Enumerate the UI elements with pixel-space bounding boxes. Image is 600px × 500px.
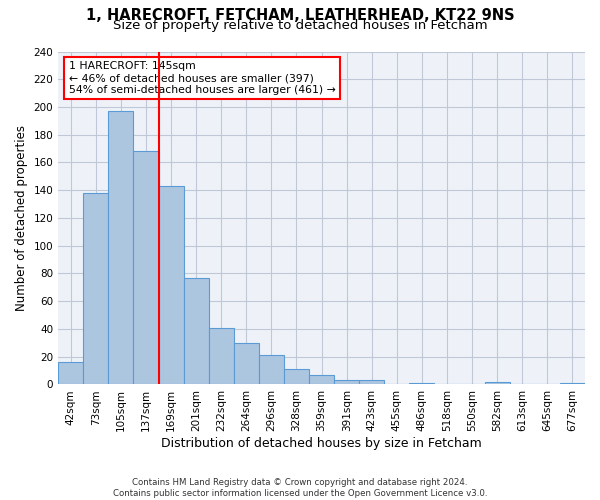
- Bar: [359, 380, 385, 384]
- Text: Size of property relative to detached houses in Fetcham: Size of property relative to detached ho…: [113, 19, 487, 32]
- Bar: [184, 278, 209, 384]
- Bar: [133, 152, 158, 384]
- Bar: [560, 383, 585, 384]
- Y-axis label: Number of detached properties: Number of detached properties: [15, 125, 28, 311]
- X-axis label: Distribution of detached houses by size in Fetcham: Distribution of detached houses by size …: [161, 437, 482, 450]
- Bar: [58, 362, 83, 384]
- Bar: [334, 380, 359, 384]
- Bar: [259, 356, 284, 384]
- Text: 1, HARECROFT, FETCHAM, LEATHERHEAD, KT22 9NS: 1, HARECROFT, FETCHAM, LEATHERHEAD, KT22…: [86, 8, 514, 22]
- Bar: [158, 186, 184, 384]
- Text: 1 HARECROFT: 145sqm
← 46% of detached houses are smaller (397)
54% of semi-detac: 1 HARECROFT: 145sqm ← 46% of detached ho…: [69, 62, 335, 94]
- Bar: [234, 343, 259, 384]
- Bar: [83, 193, 109, 384]
- Text: Contains HM Land Registry data © Crown copyright and database right 2024.
Contai: Contains HM Land Registry data © Crown c…: [113, 478, 487, 498]
- Bar: [109, 111, 133, 384]
- Bar: [209, 328, 234, 384]
- Bar: [284, 369, 309, 384]
- Bar: [409, 383, 434, 384]
- Bar: [485, 382, 510, 384]
- Bar: [309, 374, 334, 384]
